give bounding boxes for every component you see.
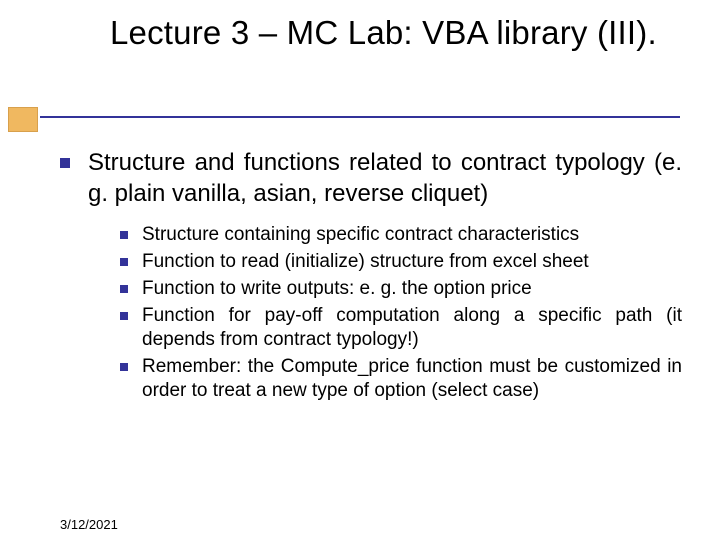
footer-date: 3/12/2021 (60, 517, 118, 532)
title-wrap: Lecture 3 – MC Lab: VBA library (III). (110, 14, 660, 53)
accent-box (8, 107, 38, 132)
title-underline (40, 116, 680, 118)
level2-text: Function for pay-off computation along a… (142, 304, 682, 352)
square-bullet-icon (120, 258, 128, 266)
level2-item: Structure containing specific contract c… (120, 223, 682, 247)
square-bullet-icon (120, 231, 128, 239)
square-bullet-icon (60, 158, 70, 168)
level2-item: Function for pay-off computation along a… (120, 304, 682, 352)
level2-text: Structure containing specific contract c… (142, 223, 579, 247)
slide-title: Lecture 3 – MC Lab: VBA library (III). (110, 14, 660, 53)
slide: Lecture 3 – MC Lab: VBA library (III). S… (0, 0, 720, 540)
level1-text: Structure and functions related to contr… (88, 148, 682, 209)
level2-text: Function to write outputs: e. g. the opt… (142, 277, 532, 301)
body: Structure and functions related to contr… (60, 148, 682, 406)
level2-text: Function to read (initialize) structure … (142, 250, 589, 274)
square-bullet-icon (120, 285, 128, 293)
level2-item: Function to write outputs: e. g. the opt… (120, 277, 682, 301)
level2-item: Remember: the Compute_price function mus… (120, 355, 682, 403)
level2-item: Function to read (initialize) structure … (120, 250, 682, 274)
square-bullet-icon (120, 363, 128, 371)
level2-text: Remember: the Compute_price function mus… (142, 355, 682, 403)
square-bullet-icon (120, 312, 128, 320)
sub-list: Structure containing specific contract c… (120, 223, 682, 403)
level1-item: Structure and functions related to contr… (60, 148, 682, 209)
